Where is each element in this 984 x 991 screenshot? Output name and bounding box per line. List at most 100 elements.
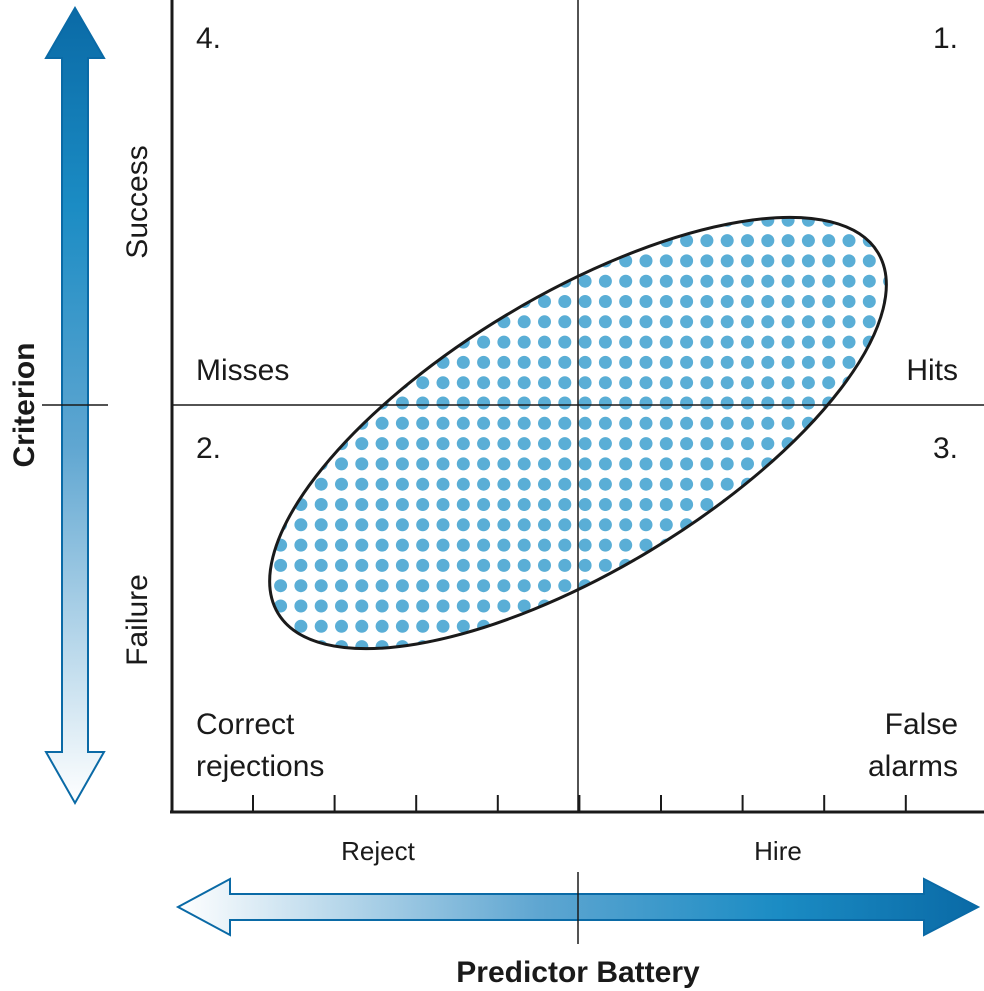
- ellipse-dot: [944, 599, 950, 613]
- ellipse-dot: [680, 254, 694, 268]
- ellipse-dot: [883, 640, 897, 654]
- ellipse-dot: [355, 599, 369, 613]
- ellipse-dot: [619, 843, 632, 856]
- ellipse-dot: [619, 599, 633, 613]
- ellipse-dot: [862, 315, 876, 329]
- ellipse-dot: [376, 742, 389, 755]
- ellipse-dot: [578, 619, 592, 633]
- ellipse-dot: [416, 803, 429, 816]
- ellipse-dot: [355, 538, 369, 552]
- ellipse-dot: [395, 660, 409, 674]
- ellipse-dot: [294, 193, 308, 207]
- ellipse-dot: [355, 803, 368, 816]
- ellipse-dot: [619, 234, 633, 248]
- ellipse-dot: [477, 295, 491, 308]
- ellipse-dot: [720, 619, 734, 633]
- ellipse-dot: [233, 315, 247, 329]
- ellipse-dot: [903, 660, 917, 674]
- ellipse-dot: [497, 234, 511, 248]
- ellipse-dot: [274, 498, 288, 511]
- ellipse-dot: [659, 254, 673, 268]
- ellipse-dot: [233, 640, 247, 654]
- ellipse-dot: [659, 619, 673, 633]
- ellipse-dot: [314, 396, 328, 410]
- ellipse-dot: [517, 599, 531, 613]
- ellipse-dot: [375, 437, 389, 451]
- ellipse-dot: [497, 457, 511, 471]
- ellipse-dot: [558, 619, 572, 633]
- ellipse-dot: [335, 213, 348, 227]
- ellipse-dot: [842, 701, 856, 714]
- ellipse-dot: [274, 254, 288, 268]
- ellipse-dot: [619, 619, 633, 633]
- ellipse-dot: [741, 437, 754, 451]
- ellipse-dot: [924, 823, 937, 836]
- ellipse-dot: [314, 498, 328, 511]
- ellipse-dot: [964, 762, 977, 775]
- ellipse-dot: [375, 680, 389, 694]
- ellipse-dot: [903, 213, 917, 227]
- ellipse-dot: [578, 599, 592, 613]
- ellipse-dot: [822, 599, 836, 613]
- ellipse-dot: [355, 660, 369, 674]
- ellipse-dot: [842, 619, 856, 633]
- ellipse-dot: [680, 274, 694, 288]
- ellipse-dot: [842, 315, 856, 329]
- ellipse-dot: [578, 416, 592, 430]
- ellipse-dot: [761, 518, 775, 532]
- ellipse-dot: [558, 803, 571, 816]
- ellipse-dot: [558, 721, 572, 732]
- ellipse-dot: [619, 355, 633, 369]
- ellipse-dot: [456, 376, 470, 390]
- ellipse-dot: [355, 457, 369, 471]
- ellipse-dot: [944, 213, 950, 227]
- ellipse-dot: [294, 295, 308, 308]
- ellipse-dot: [253, 396, 267, 410]
- ellipse-dot: [254, 782, 267, 795]
- ellipse-dot: [761, 640, 775, 654]
- ellipse-dot: [883, 680, 897, 694]
- ellipse-dot: [456, 416, 470, 430]
- ellipse-dot: [720, 295, 734, 308]
- ellipse-dot: [314, 558, 328, 572]
- ellipse-dot: [233, 619, 247, 633]
- ellipse-dot: [862, 660, 876, 674]
- ellipse-dot: [253, 518, 267, 532]
- ellipse-dot: [680, 803, 693, 816]
- ellipse-dot: [355, 823, 368, 836]
- ellipse-dot: [335, 254, 348, 268]
- ellipse-dot: [883, 477, 897, 491]
- ellipse-dot: [741, 843, 754, 856]
- ellipse-dot: [578, 335, 592, 349]
- ellipse-dot: [497, 680, 511, 694]
- ellipse-dot: [598, 274, 612, 288]
- ellipse-dot: [822, 335, 836, 349]
- ellipse-dot: [741, 579, 754, 593]
- ellipse-dot: [416, 376, 430, 390]
- ellipse-dot: [680, 315, 694, 329]
- ellipse-dot: [497, 335, 511, 349]
- ellipse-dot: [294, 823, 307, 836]
- x-axis-ticks: [252, 795, 907, 812]
- ellipse-dot: [456, 396, 470, 410]
- ellipse-dot: [375, 538, 389, 552]
- ellipse-dot: [720, 721, 734, 732]
- ellipse-dot: [598, 437, 612, 451]
- ellipse-dot: [517, 680, 531, 694]
- ellipse-dot: [578, 538, 592, 552]
- ellipse-dot: [558, 558, 572, 572]
- ellipse-dot: [781, 619, 795, 633]
- ellipse-dot: [538, 355, 551, 369]
- ellipse-dot: [964, 315, 977, 328]
- ellipse-dot: [862, 457, 876, 471]
- ellipse-dot: [538, 518, 551, 532]
- ellipse-dot: [233, 518, 247, 532]
- ellipse-dot: [639, 295, 653, 308]
- ellipse-dot: [619, 762, 632, 775]
- ellipse-dot: [436, 335, 450, 349]
- ellipse-dot: [315, 823, 328, 836]
- ellipse-dot: [578, 355, 592, 369]
- ellipse-dot: [578, 701, 592, 714]
- ellipse-dot: [822, 254, 836, 268]
- ellipse-dot: [761, 721, 775, 732]
